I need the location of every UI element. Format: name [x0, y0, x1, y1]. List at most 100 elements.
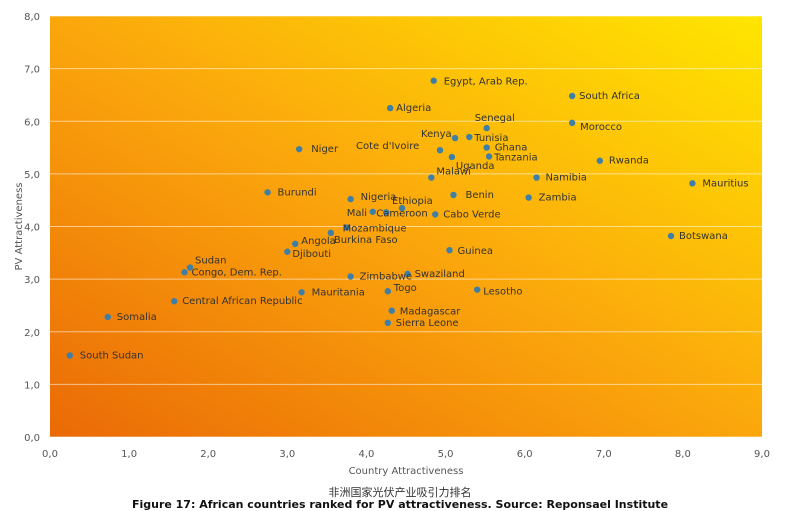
- point-label: Uganda: [456, 161, 495, 172]
- scatter-chart: 0,0 1,0 2,0 3,0 4,0 5,0 6,0 7,0 8,0 0,0 1,0 2,0 3,0…: [14, 12, 770, 477]
- point-label: Central African Republic: [182, 296, 302, 307]
- caption-chinese: 非洲国家光伏产业吸引力排名: [328, 486, 472, 499]
- point-label: Madagascar: [400, 307, 462, 318]
- point-label: Zimbabwe: [360, 271, 413, 282]
- data-point: [343, 224, 350, 231]
- data-point: [483, 144, 490, 151]
- data-point: [369, 208, 376, 215]
- point-label: Benin: [465, 190, 493, 201]
- x-tick-label: 7,0: [596, 449, 612, 460]
- point-label: Niger: [311, 144, 339, 155]
- y-tick-label: 7,0: [24, 65, 40, 76]
- data-point: [432, 211, 439, 218]
- y-axis-ticks: 0,0 1,0 2,0 3,0 4,0 5,0 6,0 7,0 8,0: [24, 12, 40, 444]
- data-point: [596, 157, 604, 164]
- data-point: [347, 195, 354, 203]
- data-point: [347, 273, 354, 280]
- caption-english: Figure 17: African countries ranked for …: [131, 498, 669, 511]
- x-tick-label: 3,0: [279, 449, 295, 460]
- data-point: [171, 298, 178, 305]
- x-tick-label: 4,0: [358, 449, 374, 460]
- point-label: Cabo Verde: [443, 209, 500, 220]
- y-tick-label: 3,0: [24, 275, 40, 286]
- data-point: [327, 229, 335, 237]
- y-tick-label: 6,0: [24, 117, 40, 128]
- point-label: Togo: [393, 283, 417, 294]
- point-label: Burundi: [278, 187, 317, 198]
- data-point: [525, 194, 532, 201]
- data-point: [264, 189, 271, 196]
- point-label: Senegal: [475, 113, 515, 124]
- y-tick-label: 2,0: [24, 328, 40, 339]
- data-point: [386, 104, 394, 112]
- point-label: Ghana: [495, 143, 528, 154]
- x-tick-label: 1,0: [121, 449, 137, 460]
- point-label: Nigeria: [361, 192, 397, 203]
- x-axis-ticks: 0,0 1,0 2,0 3,0 4,0 5,0 6,0 7,0 8,0 9,0: [42, 449, 770, 460]
- y-tick-label: 8,0: [24, 12, 40, 23]
- point-label: Namibia: [546, 173, 587, 184]
- data-point: [466, 133, 473, 141]
- point-label: Ethiopia: [392, 196, 433, 207]
- data-point: [383, 209, 390, 216]
- y-tick-label: 1,0: [24, 380, 40, 391]
- data-point: [450, 191, 457, 199]
- point-label: Djibouti: [292, 249, 331, 260]
- point-label: Cameroon: [376, 208, 427, 219]
- point-label: Botswana: [679, 231, 728, 242]
- point-label: Tunisia: [473, 133, 508, 144]
- data-point: [568, 92, 576, 100]
- x-tick-label: 9,0: [754, 449, 770, 460]
- data-point: [474, 286, 481, 293]
- point-label: Swaziland: [415, 269, 465, 280]
- point-label: Tanzania: [493, 153, 538, 164]
- x-axis-label: Country Attractiveness: [349, 466, 464, 477]
- data-point: [292, 240, 299, 248]
- x-tick-label: 8,0: [675, 449, 691, 460]
- point-label: Cote d'Ivoire: [356, 141, 419, 152]
- data-point: [388, 307, 395, 314]
- data-point: [533, 174, 540, 181]
- point-label: Mali: [347, 208, 367, 219]
- data-point: [384, 288, 392, 295]
- data-point: [296, 145, 303, 153]
- point-labels: South Sudan Somalia Central African Republ…: [80, 77, 749, 362]
- data-points: [66, 77, 696, 359]
- point-label: Sierra Leone: [396, 318, 459, 329]
- data-point: [436, 146, 444, 154]
- x-tick-label: 0,0: [42, 449, 58, 460]
- point-label: Algeria: [396, 103, 431, 114]
- point-label: Rwanda: [609, 156, 649, 167]
- data-point: [428, 174, 435, 181]
- point-label: Morocco: [580, 122, 622, 133]
- point-label: Mauritius: [702, 178, 748, 189]
- data-point: [667, 232, 675, 240]
- point-label: Kenya: [421, 129, 452, 140]
- point-label: Congo, Dem. Rep.: [191, 267, 281, 278]
- gridlines: [50, 15, 762, 438]
- data-point: [104, 313, 111, 321]
- data-point: [448, 153, 456, 161]
- data-point: [430, 77, 437, 84]
- data-point: [186, 264, 194, 271]
- point-label: Burkina Faso: [334, 235, 398, 246]
- data-point: [398, 204, 406, 212]
- data-point: [181, 269, 188, 276]
- data-point: [404, 270, 411, 278]
- y-tick-label: 0,0: [24, 433, 40, 444]
- data-point: [384, 319, 392, 327]
- data-point: [568, 119, 576, 127]
- data-point: [284, 248, 291, 255]
- point-label: Egypt, Arab Rep.: [444, 77, 528, 88]
- point-label: Malawi: [436, 167, 471, 178]
- point-label: South Africa: [579, 91, 640, 102]
- x-tick-label: 6,0: [517, 449, 533, 460]
- data-point: [66, 352, 73, 359]
- y-tick-label: 5,0: [24, 170, 40, 181]
- point-label: Mauritania: [312, 287, 365, 298]
- point-label: Somalia: [117, 312, 157, 323]
- point-label: Angola: [301, 236, 336, 247]
- point-label: Mozambique: [343, 224, 407, 235]
- point-label: Sudan: [195, 256, 227, 267]
- y-tick-label: 4,0: [24, 223, 40, 234]
